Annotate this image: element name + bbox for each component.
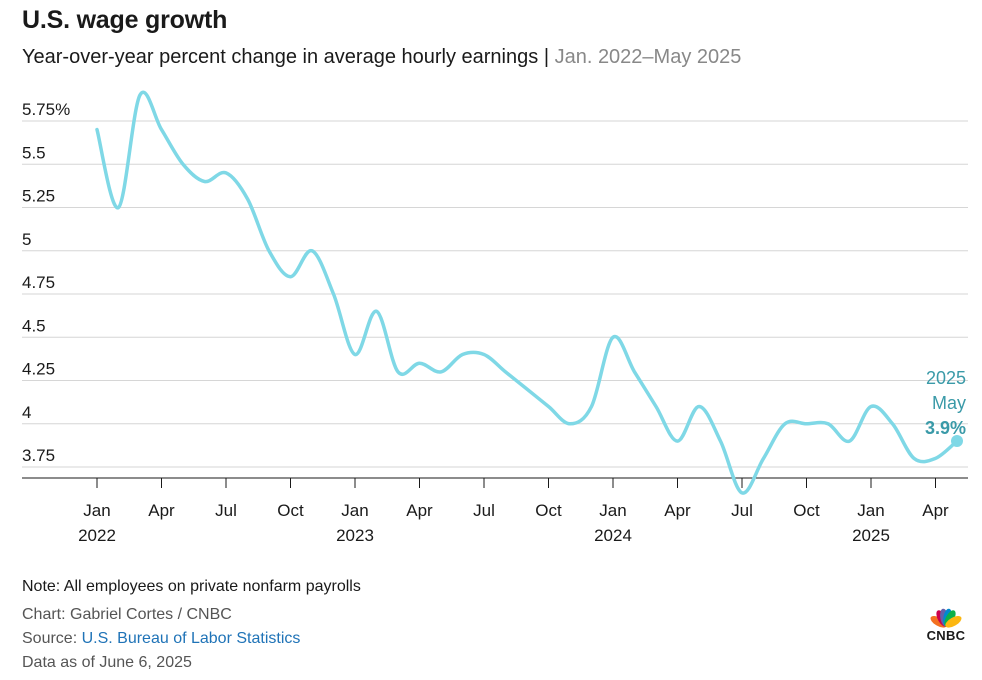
- y-tick-label: 5.25: [22, 187, 55, 206]
- subtitle-text: Year-over-year percent change in average…: [22, 46, 539, 68]
- y-tick-label: 3.75: [22, 446, 55, 465]
- y-tick-label: 5.75%: [22, 100, 70, 119]
- annotation-value: 3.9%: [925, 418, 966, 438]
- x-tick-label: Apr: [664, 501, 691, 520]
- subtitle-date-range: Jan. 2022–May 2025: [554, 46, 742, 68]
- annotation-year: 2025: [926, 368, 966, 388]
- x-tick-label: Jan: [599, 501, 626, 520]
- x-year-label: 2022: [78, 526, 116, 545]
- footer-note: Note: All employees on private nonfarm p…: [22, 578, 361, 595]
- x-tick-label: Jan: [857, 501, 884, 520]
- y-tick-label: 4.25: [22, 360, 55, 379]
- x-tick-label: Jan: [83, 501, 110, 520]
- x-tick-label: Oct: [793, 501, 820, 520]
- x-year-label: 2024: [594, 526, 632, 545]
- x-tick-label: Oct: [535, 501, 562, 520]
- x-year-label: 2023: [336, 526, 374, 545]
- peacock-feather: [945, 616, 962, 628]
- x-tick-label: Jul: [473, 501, 495, 520]
- footer-data-as-of: Data as of June 6, 2025: [22, 654, 192, 671]
- x-tick-label: Jan: [341, 501, 368, 520]
- y-tick-label: 5: [22, 230, 31, 249]
- source-link[interactable]: U.S. Bureau of Labor Statistics: [81, 630, 301, 647]
- footer-credit: Chart: Gabriel Cortes / CNBC: [22, 606, 232, 623]
- cnbc-logo: CNBC: [918, 600, 974, 648]
- x-tick-label: Apr: [922, 501, 949, 520]
- y-tick-label: 4: [22, 403, 31, 422]
- y-tick-label: 5.5: [22, 143, 46, 162]
- y-tick-label: 4.75: [22, 273, 55, 292]
- annotation-month: May: [932, 393, 966, 413]
- series-line: [95, 90, 959, 495]
- x-tick-label: Jul: [731, 501, 753, 520]
- line-chart: 3.75 4 4.25 4.5 4.75 5 5.25 5.5 5.75% Jan Apr Jul Oc…: [22, 90, 968, 545]
- footer-source: Source: U.S. Bureau of Labor Statistics: [22, 630, 300, 648]
- x-tick-label: Oct: [277, 501, 304, 520]
- chart-subtitle: Year-over-year percent change in average…: [22, 46, 741, 69]
- x-year-label: 2025: [852, 526, 890, 545]
- x-tick-label: Apr: [406, 501, 433, 520]
- chart-title: U.S. wage growth: [22, 6, 228, 34]
- cnbc-logo-text: CNBC: [926, 628, 966, 643]
- y-tick-label: 4.5: [22, 316, 46, 335]
- x-tick-label: Jul: [215, 501, 237, 520]
- x-tick-label: Apr: [148, 501, 175, 520]
- subtitle-separator: |: [543, 46, 550, 68]
- last-data-point: [951, 435, 963, 448]
- source-prefix: Source:: [22, 630, 82, 647]
- peacock-icon: [930, 608, 962, 628]
